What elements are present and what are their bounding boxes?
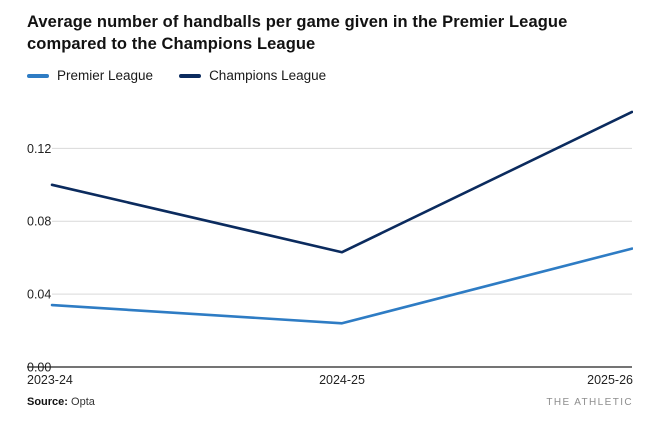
legend-label: Premier League	[57, 68, 154, 84]
legend-label: Champions League	[209, 68, 327, 84]
chart-legend: Premier League Champions League	[27, 67, 633, 85]
series-line-premier-league	[50, 246, 634, 325]
publisher-logo: THE ATHLETIC	[546, 396, 633, 408]
source-credit: Source: Opta	[27, 396, 95, 408]
y-tick-label: 0.00	[27, 360, 51, 374]
source-label: Source:	[27, 395, 68, 408]
legend-swatch-icon	[27, 73, 49, 78]
line-chart: 0.00 0.04 0.08 0.12 2023-24 2024-25 2025-26	[27, 110, 634, 387]
source-value: Opta	[71, 395, 95, 408]
chart-title: Average number of handballs per game giv…	[27, 13, 568, 53]
legend-swatch-icon	[179, 73, 202, 78]
chart-footer: Source: Opta THE ATHLETIC	[27, 396, 633, 408]
legend-item: Champions League	[179, 68, 326, 83]
x-tick-label: 2024-25	[319, 373, 365, 387]
x-tick-label: 2023-24	[27, 373, 73, 387]
y-tick-label: 0.08	[27, 214, 51, 228]
legend-item: Premier League	[27, 68, 153, 83]
x-tick-label: 2025-26	[587, 373, 633, 387]
y-tick-label: 0.12	[27, 141, 51, 155]
y-tick-label: 0.04	[27, 287, 51, 301]
chart-area: 0.00 0.04 0.08 0.12 2023-24 2024-25 2025-26	[27, 89, 634, 394]
series-line-champions-league	[50, 110, 634, 254]
